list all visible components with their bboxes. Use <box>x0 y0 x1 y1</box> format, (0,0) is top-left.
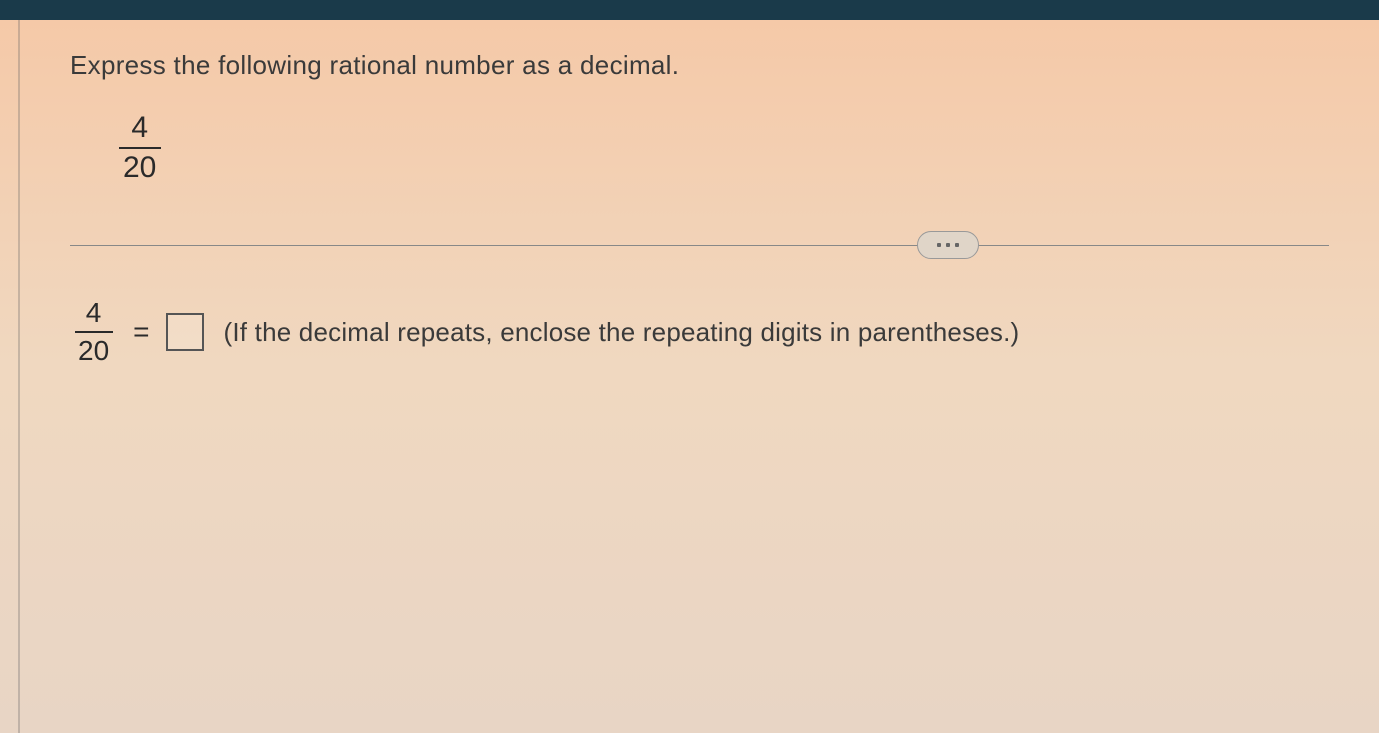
equals-sign: = <box>133 316 149 348</box>
question-content-area: Express the following rational number as… <box>18 20 1379 733</box>
window-top-bar <box>0 0 1379 20</box>
section-divider <box>70 245 1329 247</box>
ellipsis-dot-icon <box>946 243 950 247</box>
fraction-numerator: 4 <box>123 111 156 145</box>
more-options-button[interactable] <box>917 231 979 259</box>
question-prompt: Express the following rational number as… <box>70 50 1329 81</box>
fraction-bar <box>119 147 161 149</box>
answer-instruction: (If the decimal repeats, enclose the rep… <box>224 317 1020 348</box>
fraction-denominator: 20 <box>115 151 164 185</box>
answer-row: 4 20 = (If the decimal repeats, enclose … <box>70 297 1329 367</box>
answer-fraction: 4 20 <box>70 297 117 367</box>
ellipsis-dot-icon <box>937 243 941 247</box>
answer-fraction-bar <box>75 331 113 333</box>
answer-fraction-denominator: 20 <box>70 335 117 367</box>
answer-input[interactable] <box>166 313 204 351</box>
ellipsis-dot-icon <box>955 243 959 247</box>
answer-fraction-numerator: 4 <box>78 297 110 329</box>
divider-line <box>70 245 1329 246</box>
question-fraction: 4 20 <box>115 111 164 185</box>
